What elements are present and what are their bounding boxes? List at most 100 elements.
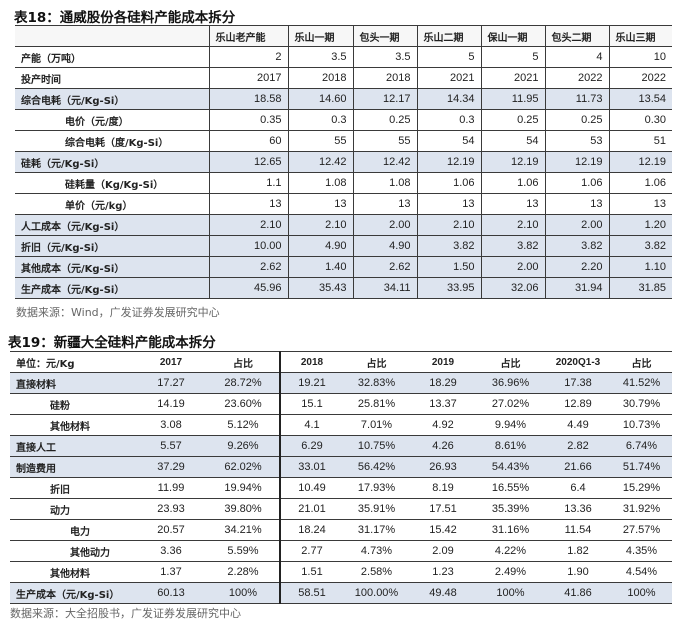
table-cell: 2021: [480, 67, 545, 89]
header-row: 乐山老产能 乐山一期 包头一期 乐山二期 保山一期 包头二期 乐山三期: [15, 25, 672, 47]
table-cell: 14.60: [287, 88, 353, 110]
table-cell: 10.73%: [611, 414, 672, 436]
table-row: 折旧（元/Kg-Si） 10.00 4.90 4.90 3.82 3.82 3.82 3.82: [15, 235, 672, 257]
table-row: 电价（元/度） 0.35 0.3 0.25 0.3 0.25 0.25 0.30: [15, 109, 672, 131]
table-cell: 0.3: [416, 109, 481, 131]
table-cell: 3.82: [480, 235, 545, 257]
column-header: 占比: [476, 351, 545, 373]
table-cell: 41.86: [545, 582, 611, 604]
row-label: 综合电耗（元/Kg-Si）: [15, 88, 209, 110]
row-label: 制造费用: [10, 456, 135, 478]
table-cell: 35.43: [287, 277, 353, 299]
table-cell: 31.85: [608, 277, 672, 299]
column-header: [15, 25, 209, 47]
table-cell: 2.00: [352, 214, 417, 236]
table-cell: 4.1: [279, 414, 343, 436]
table-cell: 2.10: [287, 214, 353, 236]
table-cell: 17.51: [410, 498, 476, 520]
table-cell: 0.25: [480, 109, 545, 131]
row-label: 折旧（元/Kg-Si）: [15, 235, 209, 257]
table-row: 其他成本（元/Kg-Si） 2.62 1.40 2.62 1.50 2.00 2.20 1.1…: [15, 256, 672, 278]
table-cell: 3.5: [287, 46, 353, 68]
table-cell: 8.61%: [476, 435, 545, 457]
table-cell: 2.10: [416, 214, 481, 236]
table-cell: 35.39%: [476, 498, 545, 520]
table19-source: 数据来源：大全招股书，广发证券发展研究中心: [10, 607, 241, 620]
row-label: 单价（元/kg）: [15, 193, 209, 215]
table-cell: 15.29%: [611, 477, 672, 499]
table-row: 折旧 11.99 19.94% 10.49 17.93% 8.19 16.55% 6.4 15.…: [10, 477, 672, 499]
table-cell: 51: [608, 130, 672, 152]
column-header: 保山一期: [480, 25, 545, 47]
table-cell: 1.06: [608, 172, 672, 194]
table-cell: 23.93: [135, 498, 207, 520]
table-cell: 12.42: [352, 151, 417, 173]
table-row: 其他材料 3.08 5.12% 4.1 7.01% 4.92 9.94% 4.49 10.73%: [10, 414, 672, 436]
table-row: 生产成本（元/Kg-Si） 60.13 100% 58.51 100.00% 49.48 1…: [10, 582, 672, 604]
table-cell: 54: [416, 130, 481, 152]
table-cell: 55: [287, 130, 353, 152]
row-label: 电价（元/度）: [15, 109, 209, 131]
table-cell: 0.35: [208, 109, 288, 131]
row-label: 产能（万吨）: [15, 46, 209, 68]
table-cell: 25.81%: [343, 393, 410, 415]
table-cell: 31.94: [544, 277, 609, 299]
table-cell: 4.90: [287, 235, 353, 257]
table-cell: 2.28%: [207, 561, 280, 583]
table-cell: 12.65: [208, 151, 288, 173]
table-cell: 12.19: [544, 151, 609, 173]
table-cell: 26.93: [410, 456, 476, 478]
table-cell: 6.4: [545, 477, 611, 499]
table-cell: 31.17%: [343, 519, 410, 541]
row-label: 其他成本（元/Kg-Si）: [15, 256, 209, 278]
table-cell: 60.13: [135, 582, 207, 604]
table-cell: 1.06: [416, 172, 481, 194]
table-cell: 23.60%: [207, 393, 280, 415]
table-cell: 10.49: [279, 477, 343, 499]
table-cell: 36.96%: [476, 372, 545, 394]
table-cell: 1.50: [416, 256, 481, 278]
table-cell: 19.94%: [207, 477, 280, 499]
column-header: 占比: [343, 351, 410, 373]
table-cell: 18.58: [208, 88, 288, 110]
row-label: 电力: [10, 519, 135, 541]
row-label: 硅耗（元/Kg-Si）: [15, 151, 209, 173]
table-cell: 3.36: [135, 540, 207, 562]
table-cell: 2018: [352, 67, 417, 89]
table-cell: 30.79%: [611, 393, 672, 415]
row-label: 动力: [10, 498, 135, 520]
table-cell: 13.36: [545, 498, 611, 520]
table-cell: 2.10: [480, 214, 545, 236]
table-cell: 2.10: [208, 214, 288, 236]
table-cell: 4.92: [410, 414, 476, 436]
table-cell: 100.00%: [343, 582, 410, 604]
row-label: 生产成本（元/Kg-Si）: [10, 582, 135, 604]
column-header: 乐山三期: [608, 25, 672, 47]
table-cell: 13: [287, 193, 353, 215]
table-cell: 2.62: [208, 256, 288, 278]
table-cell: 15.1: [279, 393, 343, 415]
table-cell: 2.20: [544, 256, 609, 278]
table-cell: 2: [208, 46, 288, 68]
row-label: 折旧: [10, 477, 135, 499]
table-cell: 0.25: [544, 109, 609, 131]
table-cell: 53: [544, 130, 609, 152]
table-cell: 12.19: [608, 151, 672, 173]
table-cell: 2022: [608, 67, 672, 89]
table-cell: 11.99: [135, 477, 207, 499]
column-header: 单位：元/Kg: [10, 351, 135, 373]
table-cell: 5: [480, 46, 545, 68]
table-cell: 34.21%: [207, 519, 280, 541]
column-header: 包头一期: [352, 25, 417, 47]
table-cell: 3.08: [135, 414, 207, 436]
table19: 单位：元/Kg 2017 占比 2018 占比 2019 占比 2020Q1-3 占比 直接材料 1…: [10, 351, 672, 604]
column-header: 乐山二期: [416, 25, 481, 47]
table-cell: 11.95: [480, 88, 545, 110]
table-cell: 32.06: [480, 277, 545, 299]
table-cell: 13: [480, 193, 545, 215]
table-cell: 5.12%: [207, 414, 280, 436]
table-cell: 2.00: [544, 214, 609, 236]
table-cell: 1.06: [480, 172, 545, 194]
table-row: 人工成本（元/Kg-Si） 2.10 2.10 2.00 2.10 2.10 2.00 1.2…: [15, 214, 672, 236]
table-cell: 12.17: [352, 88, 417, 110]
